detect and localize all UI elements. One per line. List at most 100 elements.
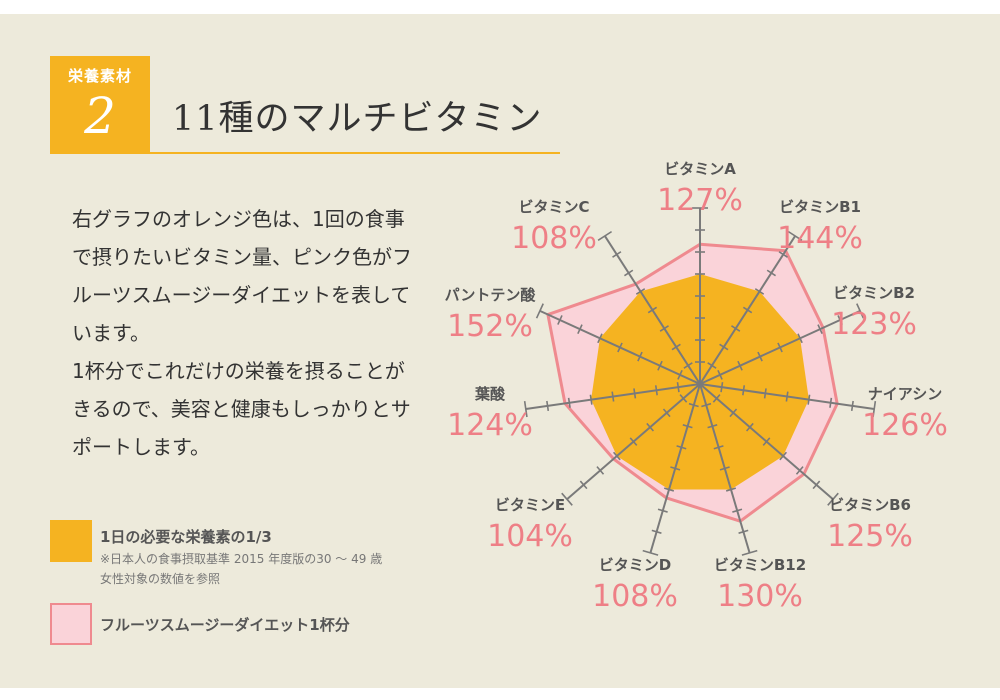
badge-caption: 栄養素材 bbox=[67, 67, 132, 85]
radar-chart: ビタミンA 127% ビタミンB1 144% ビタミンB2 123% ナイアシン 126% ビタ… bbox=[445, 160, 948, 614]
axis-tick bbox=[850, 400, 854, 411]
axis-tick bbox=[617, 342, 623, 353]
axis-tick bbox=[707, 362, 717, 369]
badge-number: 2 bbox=[84, 87, 116, 145]
legend-orange-note: ※日本人の食事摂取基準 2015 年度版の30 〜 49 歳女性対象の数値を参照 bbox=[100, 552, 383, 586]
legend-pink-label: フルーツスムージーダイエット1杯分 bbox=[100, 616, 350, 634]
value-label: 108% bbox=[592, 579, 678, 614]
axis-tick bbox=[763, 388, 767, 399]
axis-tick bbox=[742, 306, 753, 314]
axis-tick bbox=[546, 400, 550, 411]
axis-tick bbox=[729, 408, 738, 418]
axis-label: パントテン酸 bbox=[445, 286, 537, 304]
axis-tick bbox=[712, 394, 721, 403]
legend-pink-swatch bbox=[50, 603, 92, 645]
axis-label: ビタミンA bbox=[664, 160, 736, 178]
axis-tick bbox=[807, 394, 811, 405]
axis-tick bbox=[683, 362, 693, 369]
axis-tick bbox=[688, 402, 699, 408]
value-label: 108% bbox=[511, 221, 597, 256]
axis-tick bbox=[657, 508, 668, 513]
legend-orange-label: 1日の必要な栄養素の1/3 bbox=[100, 528, 272, 546]
axis-tick bbox=[787, 230, 803, 241]
value-label: 152% bbox=[447, 309, 533, 344]
axis-tick bbox=[659, 325, 669, 332]
axis-tick bbox=[612, 451, 621, 461]
axis-tick bbox=[642, 549, 659, 556]
axis-tick bbox=[732, 508, 743, 513]
value-label: 124% bbox=[447, 408, 533, 443]
page-title: 11種のマルチビタミン bbox=[172, 99, 543, 139]
axis-tick bbox=[589, 394, 593, 405]
axis-tick bbox=[670, 466, 681, 471]
axis-tick bbox=[817, 324, 823, 335]
axis-tick bbox=[535, 303, 544, 319]
axis-label: ビタミンD bbox=[599, 556, 671, 574]
axis-tick bbox=[837, 315, 843, 325]
axis-tick bbox=[671, 343, 681, 351]
axis-tick bbox=[856, 303, 865, 319]
axis-tick bbox=[597, 333, 603, 344]
description-paragraph-2: 1杯分でこれだけの栄養を摂ることがきるので、美容と健康もしっかりとサポートします… bbox=[72, 359, 411, 459]
axis-tick bbox=[754, 288, 765, 295]
axis-tick bbox=[746, 422, 754, 432]
axis-tick bbox=[738, 529, 749, 534]
axis-tick bbox=[762, 437, 771, 446]
axis-tick bbox=[663, 487, 675, 492]
axis-tick bbox=[713, 445, 724, 450]
axis-tick bbox=[597, 230, 613, 241]
axis-tick bbox=[778, 251, 788, 258]
axis-tick bbox=[679, 394, 688, 403]
axis-tick bbox=[707, 424, 718, 429]
axis-tick bbox=[742, 385, 746, 396]
title-underline bbox=[150, 152, 560, 154]
axis-tick bbox=[779, 451, 788, 461]
value-label: 127% bbox=[657, 183, 743, 218]
axis-tick bbox=[637, 351, 643, 362]
axis-tick bbox=[701, 402, 712, 408]
axis-tick bbox=[795, 466, 804, 475]
description: 右グラフのオレンジ色は、1回の食事で摂りたいビタミン量、ピンク色がフルーツスムー… bbox=[72, 200, 422, 466]
axis-tick bbox=[651, 529, 662, 534]
axis-tick bbox=[662, 408, 671, 418]
axis-label: ビタミンB12 bbox=[714, 556, 806, 574]
axis-tick bbox=[797, 333, 803, 344]
axis-tick bbox=[677, 369, 683, 380]
value-label: 130% bbox=[717, 579, 803, 614]
axis-tick bbox=[657, 360, 663, 371]
axis-label: ビタミンB1 bbox=[779, 198, 861, 216]
axis-tick bbox=[827, 492, 839, 506]
axis-tick bbox=[785, 391, 789, 402]
value-label: 125% bbox=[827, 519, 913, 554]
axis-tick bbox=[725, 487, 737, 492]
axis-tick bbox=[777, 342, 783, 353]
description-paragraph-1: 右グラフのオレンジ色は、1回の食事で摂りたいビタミン量、ピンク色がフルーツスムー… bbox=[72, 207, 412, 345]
axis-tick bbox=[719, 343, 729, 351]
axis-tick bbox=[829, 397, 833, 408]
value-label: 123% bbox=[831, 307, 917, 342]
axis-tick bbox=[682, 424, 693, 429]
content-panel bbox=[0, 14, 1000, 688]
axis-tick bbox=[523, 401, 528, 418]
axis-tick bbox=[731, 325, 741, 332]
axis-tick bbox=[654, 385, 658, 396]
section-badge: 栄養素材 2 bbox=[50, 56, 150, 154]
axis-tick bbox=[741, 549, 758, 556]
value-label: 144% bbox=[777, 221, 863, 256]
axis-tick bbox=[611, 391, 615, 402]
axis-tick bbox=[596, 466, 605, 475]
axis-tick bbox=[579, 480, 588, 490]
axis-tick bbox=[717, 369, 723, 380]
axis-tick bbox=[872, 401, 877, 418]
value-label: 104% bbox=[487, 519, 573, 554]
axis-tick bbox=[629, 437, 638, 446]
axis-label: ビタミンB2 bbox=[833, 284, 915, 302]
axis-tick bbox=[623, 269, 634, 277]
axis-label: ビタミンB6 bbox=[829, 496, 911, 514]
axis-tick bbox=[646, 422, 654, 432]
axis-tick bbox=[561, 492, 573, 506]
axis-tick bbox=[757, 351, 763, 362]
axis-tick bbox=[719, 466, 730, 471]
axis-tick bbox=[557, 315, 563, 325]
axis-label: ナイアシン bbox=[868, 385, 942, 403]
